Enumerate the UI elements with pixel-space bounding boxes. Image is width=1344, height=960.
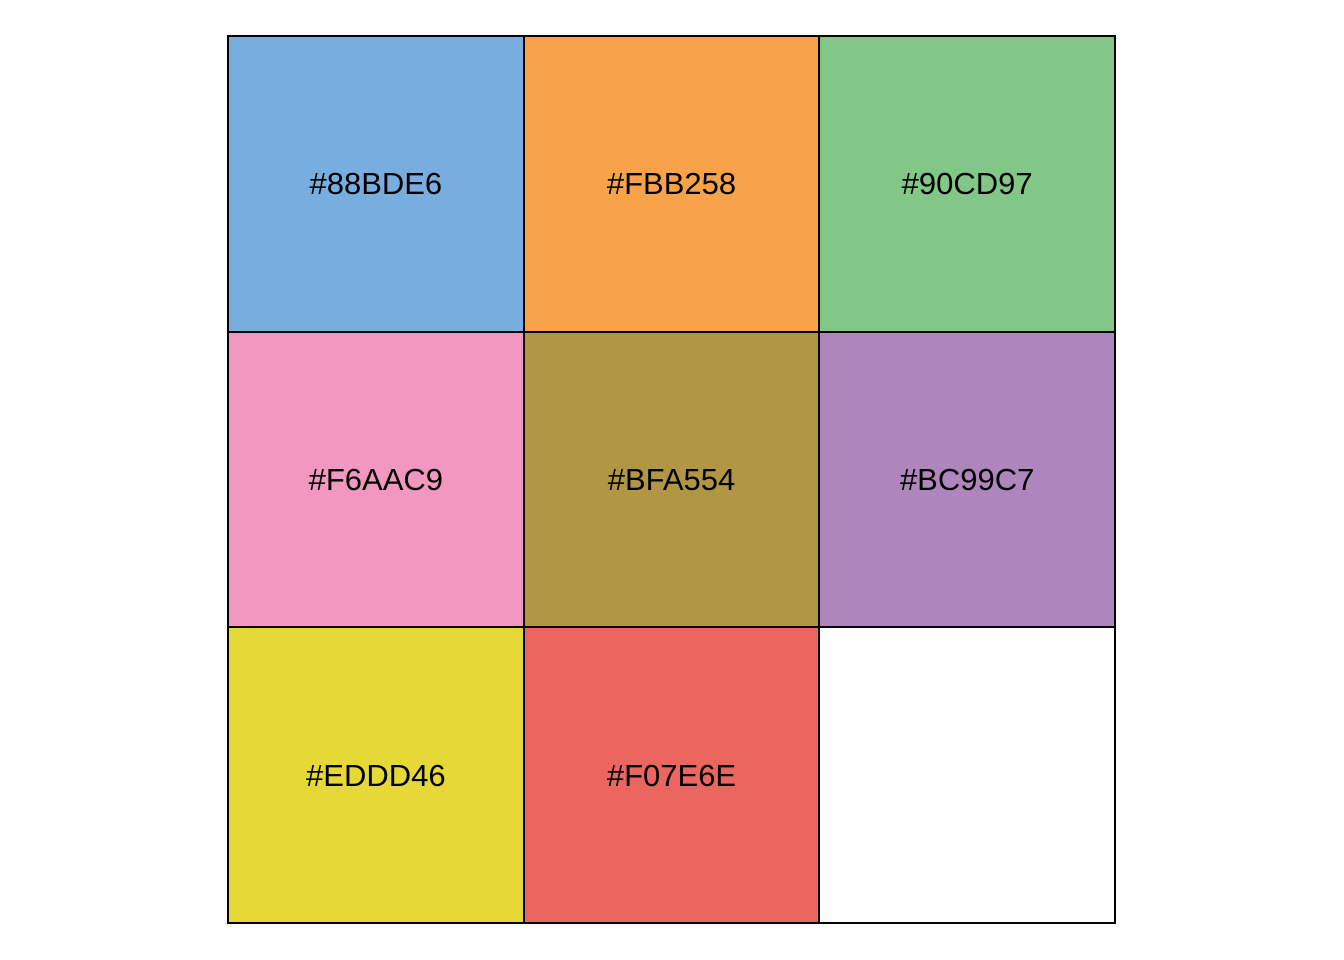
swatch-label: #FBB258 — [606, 166, 737, 202]
swatch-label: #BC99C7 — [899, 461, 1035, 497]
swatch-label: #BFA554 — [607, 461, 736, 497]
swatch-label: #88BDE6 — [309, 166, 443, 202]
empty-swatch — [819, 627, 1115, 923]
color-swatch: #88BDE6 — [228, 36, 524, 332]
swatch-label: #F6AAC9 — [308, 461, 444, 497]
swatch-label: #90CD97 — [901, 166, 1033, 202]
swatch-label: #EDDD46 — [306, 757, 446, 793]
color-swatch: #BFA554 — [523, 331, 820, 628]
color-swatch: #90CD97 — [819, 36, 1115, 332]
color-swatch: #F07E6E — [523, 627, 820, 923]
color-swatch: #BC99C7 — [819, 331, 1115, 628]
swatch-label: #F07E6E — [606, 757, 737, 793]
color-swatch: #F6AAC9 — [228, 331, 524, 628]
color-swatch: #EDDD46 — [228, 627, 524, 923]
palette-grid: #88BDE6 #FBB258 #90CD97 #F6AAC9 #BFA554 #BC99… — [227, 35, 1116, 924]
color-swatch: #FBB258 — [523, 36, 820, 332]
